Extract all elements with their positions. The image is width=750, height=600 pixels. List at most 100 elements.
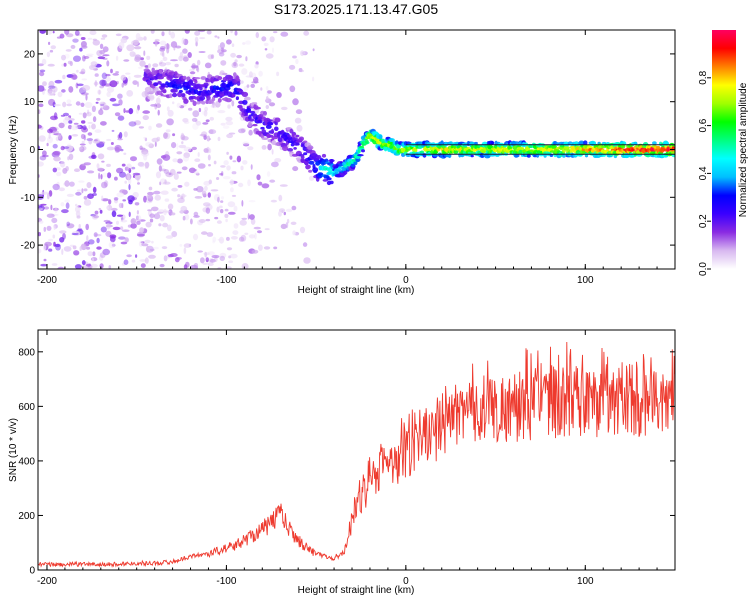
spectrogram-x-tick-label: -100: [216, 275, 236, 286]
noise-blob: [99, 101, 106, 107]
spectrogram-y-axis-label: Frequency (Hz): [8, 116, 19, 185]
noise-blob: [218, 236, 225, 244]
noise-blob: [48, 98, 56, 106]
noise-blob: [67, 156, 70, 161]
noise-blob: [166, 224, 172, 232]
noise-blob: [208, 129, 217, 135]
noise-blob: [73, 250, 80, 256]
noise-blob: [227, 104, 231, 109]
noise-blob: [299, 226, 306, 234]
noise-blob: [150, 104, 158, 107]
noise-blob: [157, 109, 160, 116]
ridge-blob: [515, 154, 520, 158]
noise-blob: [225, 266, 232, 269]
noise-blob: [160, 155, 167, 159]
noise-blob: [54, 79, 63, 84]
noise-blob: [99, 141, 106, 145]
snr-x-tick-label: -200: [37, 576, 57, 587]
noise-blob: [250, 164, 253, 170]
ridge-blob: [148, 90, 155, 94]
noise-blob: [38, 63, 44, 67]
noise-blob: [264, 228, 270, 231]
noise-blob: [91, 154, 97, 159]
noise-blob: [280, 31, 289, 37]
noise-blob: [241, 200, 244, 207]
noise-blob: [61, 209, 69, 214]
ridge-blob: [474, 141, 478, 145]
noise-blob: [84, 101, 93, 109]
spectrogram-y-tick-label: 10: [24, 97, 36, 108]
ridge-blob: [192, 100, 197, 106]
noise-blob: [54, 207, 58, 214]
noise-blob: [302, 242, 308, 247]
noise-blob: [61, 89, 66, 93]
noise-blob: [117, 134, 121, 139]
noise-blob: [128, 167, 132, 174]
noise-blob: [225, 218, 228, 223]
noise-blob: [108, 199, 112, 205]
noise-blob: [65, 49, 72, 52]
noise-blob: [226, 151, 229, 155]
noise-blob: [241, 68, 248, 75]
noise-blob: [216, 177, 220, 180]
ridge-blob: [168, 71, 176, 76]
noise-blob: [198, 30, 206, 33]
noise-blob: [38, 205, 45, 211]
noise-blob: [104, 180, 109, 188]
noise-blob: [205, 218, 211, 222]
noise-blob: [47, 136, 53, 144]
noise-blob: [48, 190, 53, 197]
noise-blob: [79, 146, 85, 153]
noise-blob: [213, 160, 217, 165]
noise-blob: [265, 105, 269, 109]
noise-blob: [88, 137, 93, 145]
ridge-blob: [364, 139, 369, 144]
noise-blob: [38, 244, 44, 248]
noise-blob: [231, 194, 237, 197]
noise-blob: [100, 174, 103, 180]
noise-blob: [143, 50, 146, 56]
ridge-blob: [274, 126, 279, 132]
noise-blob: [79, 47, 83, 52]
noise-blob: [76, 83, 84, 87]
noise-blob: [53, 225, 56, 231]
noise-blob: [91, 214, 99, 220]
noise-blob: [59, 237, 65, 243]
noise-blob: [183, 146, 192, 152]
noise-blob: [298, 69, 305, 73]
noise-blob: [108, 265, 112, 269]
noise-blob: [258, 244, 263, 251]
ridge-blob: [313, 170, 318, 173]
noise-blob: [255, 31, 259, 39]
ridge-blob: [293, 147, 297, 150]
ridge-blob: [282, 146, 289, 152]
noise-blob: [127, 224, 132, 228]
noise-blob: [76, 124, 84, 130]
noise-blob: [289, 85, 296, 93]
noise-blob: [112, 103, 120, 107]
ridge-blob: [263, 111, 267, 116]
ridge-blob: [298, 136, 304, 142]
noise-blob: [57, 266, 65, 269]
noise-blob: [197, 250, 203, 253]
noise-blob: [221, 171, 224, 177]
noise-blob: [97, 153, 105, 160]
noise-blob: [86, 263, 91, 267]
noise-blob: [75, 124, 81, 129]
noise-blob: [148, 94, 155, 101]
colorbar-tick-label: 0.8: [698, 70, 709, 84]
noise-blob: [64, 199, 70, 203]
noise-blob: [183, 120, 190, 125]
noise-blob: [228, 260, 234, 264]
noise-blob: [188, 167, 196, 174]
noise-blob: [73, 55, 81, 62]
noise-blob: [92, 186, 97, 193]
ridge-blob: [225, 98, 232, 103]
noise-blob: [271, 148, 274, 155]
ridge-blob: [147, 63, 151, 68]
ridge-blob: [160, 84, 166, 88]
noise-blob: [155, 97, 161, 105]
noise-blob: [168, 172, 172, 176]
snr-panel: -200 -100 0 100 0 200 400 600 800 Height of stra…: [8, 329, 676, 596]
noise-blob: [292, 230, 296, 236]
